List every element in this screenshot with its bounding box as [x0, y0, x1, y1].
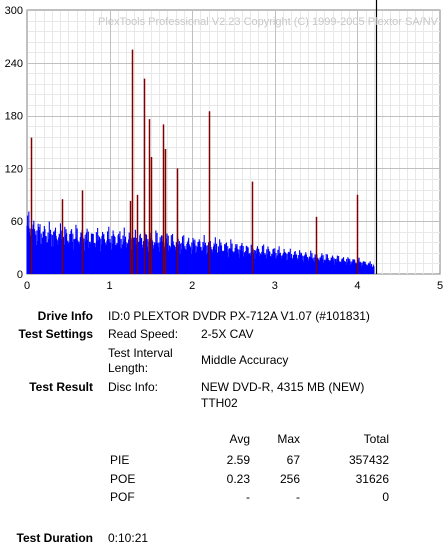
read-speed-value: 2-5X CAV [201, 327, 254, 341]
pie-avg: 2.59 [226, 453, 250, 467]
test-interval-value: Middle Accuracy [201, 353, 289, 367]
chart-bars [26, 0, 378, 274]
test-duration-label: Test Duration [16, 531, 93, 545]
y-tick-label: 120 [5, 163, 23, 175]
y-tick-label: 240 [5, 58, 23, 70]
x-tick-label: 3 [272, 280, 278, 292]
y-tick-label: 300 [5, 5, 23, 17]
x-tick-label: 0 [24, 280, 30, 292]
poe-total: 31626 [355, 472, 389, 486]
max-header: Max [277, 432, 300, 446]
chart-title: PlexTools Professional V2.23 Copyright (… [98, 16, 439, 28]
pof-max: - [296, 490, 300, 504]
y-tick-labels: 0 60 120 180 240 300 [5, 5, 23, 281]
pie-total: 357432 [348, 453, 389, 467]
x-tick-label: 4 [354, 280, 360, 292]
y-tick-label: 60 [11, 216, 23, 228]
test-interval-label-line2: Length: [108, 361, 149, 375]
test-result-label: Test Result [29, 380, 93, 394]
read-speed-label: Read Speed: [108, 327, 179, 341]
disc-info-value-line2: TTH02 [201, 396, 238, 410]
disc-info-value-line1: NEW DVD-R, 4315 MB (NEW) [201, 380, 365, 394]
pie-label: PIE [110, 453, 130, 467]
chart-grid [26, 9, 441, 275]
pie-max: 67 [286, 453, 300, 467]
pof-total: 0 [382, 490, 389, 504]
x-tick-label: 5 [437, 280, 443, 292]
drive-info-value: ID:0 PLEXTOR DVDR PX-712A V1.07 (#101831… [108, 309, 370, 323]
x-tick-label: 2 [189, 280, 195, 292]
x-tick-labels: 0 1 2 3 4 5 [24, 280, 443, 292]
test-settings-label: Test Settings [18, 327, 93, 341]
pof-avg: - [246, 490, 250, 504]
plot-frame [26, 9, 441, 275]
avg-header: Avg [229, 432, 250, 446]
test-duration-value: 0:10:21 [108, 531, 149, 545]
disc-info-label: Disc Info: [108, 380, 159, 394]
pof-label: POF [110, 490, 135, 504]
drive-info-label: Drive Info [37, 309, 93, 323]
poe-avg: 0.23 [226, 472, 250, 486]
poe-max: 256 [279, 472, 300, 486]
y-tick-label: 180 [5, 111, 23, 123]
y-tick-label: 0 [17, 269, 23, 281]
poe-label: POE [110, 472, 136, 486]
error-chart: 0 60 120 180 240 300 0 1 2 3 4 5 PlexTools Profess… [5, 0, 443, 292]
total-header: Total [363, 432, 389, 446]
test-interval-label-line1: Test Interval [108, 346, 173, 360]
x-tick-label: 1 [107, 280, 113, 292]
